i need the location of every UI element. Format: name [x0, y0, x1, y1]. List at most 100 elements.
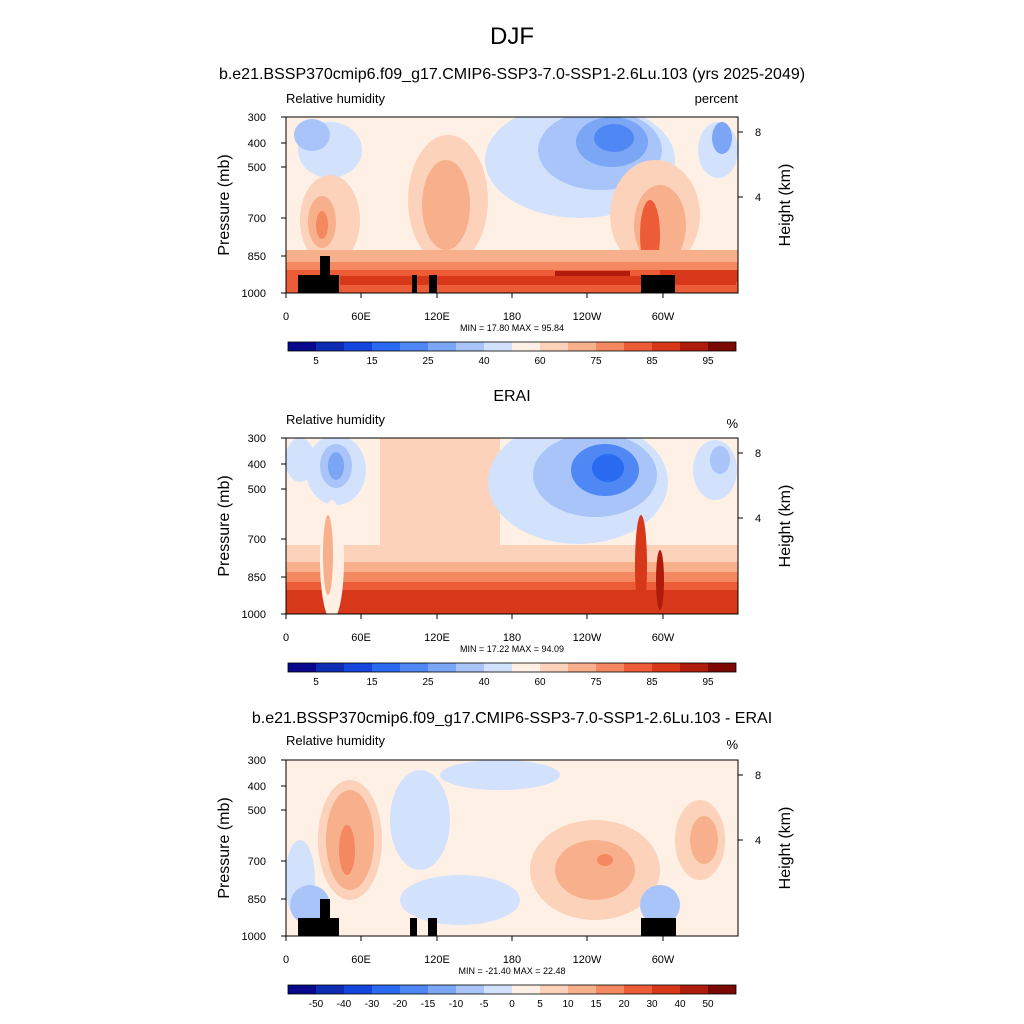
colorbar-label: 75: [590, 677, 602, 688]
y-tick-label: 500: [248, 162, 266, 174]
x-tick-label: 60W: [652, 954, 675, 966]
colorbar-label: 15: [366, 356, 378, 367]
variable-label: Relative humidity: [286, 733, 385, 748]
y-ticks: [281, 116, 743, 294]
x-ticks: [285, 293, 664, 298]
panel-title: ERAI: [493, 388, 530, 405]
x-tick-label: 120E: [424, 311, 450, 323]
x-tick-label: 0: [283, 311, 289, 323]
y-tick-label: 850: [248, 572, 266, 584]
y-tick-label: 700: [248, 213, 266, 225]
y-right-tick-label: 4: [755, 513, 761, 525]
colorbar-label: 40: [478, 356, 490, 367]
contour-field: [286, 117, 738, 293]
variable-label: Relative humidity: [286, 91, 385, 106]
y-right-tick-label: 4: [755, 192, 761, 204]
x-tick-label: 60E: [351, 632, 371, 644]
colorbar-label: 25: [422, 356, 434, 367]
x-tick-label: 180: [503, 311, 521, 323]
x-tick-label: 120W: [573, 311, 602, 323]
colorbar-label: 30: [646, 999, 658, 1010]
colorbar-label: 60: [534, 356, 546, 367]
y-tick-label: 300: [248, 433, 266, 445]
colorbar-label: -50: [309, 999, 324, 1010]
contour-field: [286, 438, 738, 614]
y-right-axis-label: Height (km): [777, 485, 794, 568]
colorbar: [287, 341, 737, 352]
y-tick-label: 700: [248, 856, 266, 868]
y-right-tick-label: 4: [755, 835, 761, 847]
colorbar-label: 5: [313, 356, 319, 367]
y-right-tick-label: 8: [755, 770, 761, 782]
min-max-stats: MIN = 17.22 MAX = 94.09: [460, 644, 564, 654]
y-right-axis-label: Height (km): [777, 164, 794, 247]
y-tick-label: 1000: [242, 931, 266, 943]
colorbar: [287, 662, 737, 673]
x-tick-label: 60E: [351, 311, 371, 323]
colorbar-label: 25: [422, 677, 434, 688]
y-right-tick-label: 8: [755, 448, 761, 460]
panel-model: b.e21.BSSP370cmip6.f09_g17.CMIP6-SSP3-7.…: [216, 66, 805, 367]
colorbar-label: 95: [702, 356, 714, 367]
y-tick-label: 850: [248, 251, 266, 263]
y-ticks: [281, 437, 743, 615]
colorbar-label: -40: [337, 999, 352, 1010]
x-tick-label: 120E: [424, 632, 450, 644]
y-axis-label: Pressure (mb): [216, 475, 233, 576]
colorbar-label: -10: [449, 999, 464, 1010]
y-tick-label: 850: [248, 894, 266, 906]
colorbar-label: 75: [590, 356, 602, 367]
min-max-stats: MIN = 17.80 MAX = 95.84: [460, 323, 564, 333]
panel-erai: ERAI Relative humidity %: [216, 388, 794, 688]
colorbar-label: 95: [702, 677, 714, 688]
x-tick-label: 120E: [424, 954, 450, 966]
colorbar-label: 85: [646, 677, 658, 688]
x-ticks: [285, 614, 664, 619]
y-right-axis-label: Height (km): [777, 807, 794, 890]
contour-field: [286, 760, 738, 936]
y-axis-label: Pressure (mb): [216, 797, 233, 898]
colorbar-label: -5: [480, 999, 489, 1010]
y-ticks: [281, 759, 743, 937]
colorbar-label: 15: [366, 677, 378, 688]
panel-difference: b.e21.BSSP370cmip6.f09_g17.CMIP6-SSP3-7.…: [216, 710, 794, 1010]
y-tick-label: 1000: [242, 609, 266, 621]
panel-title: b.e21.BSSP370cmip6.f09_g17.CMIP6-SSP3-7.…: [252, 710, 772, 727]
colorbar-label: 60: [534, 677, 546, 688]
x-tick-label: 0: [283, 632, 289, 644]
colorbar-label: -20: [393, 999, 408, 1010]
colorbar-label: 50: [702, 999, 714, 1010]
colorbar-label: 40: [674, 999, 686, 1010]
colorbar-label: -15: [421, 999, 436, 1010]
x-tick-label: 120W: [573, 632, 602, 644]
colorbar-label: -30: [365, 999, 380, 1010]
x-tick-label: 60W: [652, 632, 675, 644]
x-tick-label: 0: [283, 954, 289, 966]
colorbar-label: 5: [313, 677, 319, 688]
x-tick-label: 120W: [573, 954, 602, 966]
panel-title: b.e21.BSSP370cmip6.f09_g17.CMIP6-SSP3-7.…: [219, 66, 805, 83]
colorbar-label: 85: [646, 356, 658, 367]
colorbar-label: 5: [537, 999, 543, 1010]
colorbar-label: 20: [618, 999, 630, 1010]
colorbar: [287, 984, 737, 995]
colorbar-label: 15: [590, 999, 602, 1010]
figure-title: DJF: [490, 23, 534, 50]
colorbar-label: 40: [478, 677, 490, 688]
colorbar-label: 0: [509, 999, 515, 1010]
colorbar-label: 10: [562, 999, 574, 1010]
units-label: %: [726, 737, 738, 752]
y-tick-label: 400: [248, 138, 266, 150]
x-ticks: [285, 936, 664, 941]
y-right-tick-label: 8: [755, 127, 761, 139]
units-label: %: [726, 416, 738, 431]
variable-label: Relative humidity: [286, 412, 385, 427]
y-tick-label: 500: [248, 484, 266, 496]
y-tick-label: 1000: [242, 288, 266, 300]
y-axis-label: Pressure (mb): [216, 154, 233, 255]
x-tick-label: 60W: [652, 311, 675, 323]
y-tick-label: 400: [248, 781, 266, 793]
y-tick-label: 700: [248, 534, 266, 546]
x-tick-label: 60E: [351, 954, 371, 966]
